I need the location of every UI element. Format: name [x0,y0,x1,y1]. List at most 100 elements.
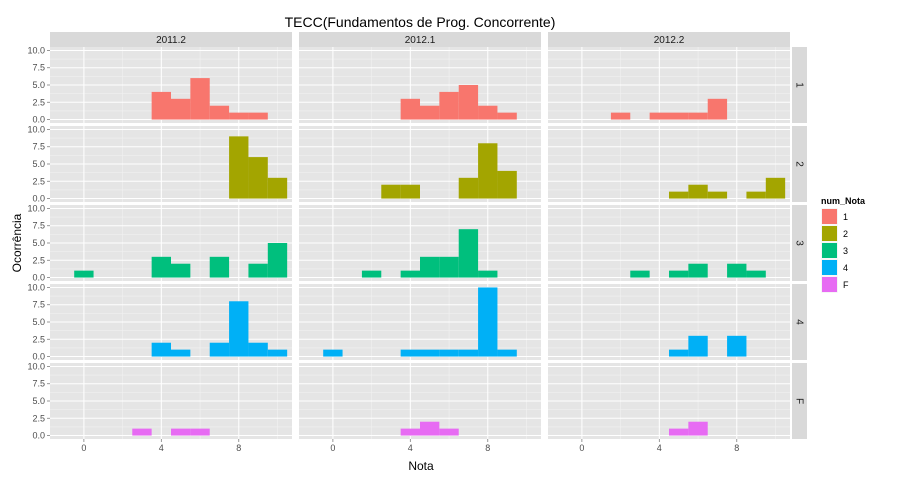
panel-4-2011.2 [50,284,292,360]
panel-grid: 2011.2 2012.1 2012.21234F0.02.55.07.510.00… [27,32,807,441]
column-strip-label: 2012.2 [654,35,685,46]
column-strip-2011.2: 2011.2 [50,32,292,47]
y-tick-label: 2.5 [32,176,45,186]
histogram-bar [458,85,479,120]
histogram-bar [151,91,171,120]
histogram-bar [171,349,191,357]
histogram-bar [400,98,420,120]
histogram-bar [458,229,479,278]
histogram-bar [669,191,689,199]
legend-label: F [843,280,849,290]
histogram-bar [323,349,343,357]
histogram-bar [229,112,249,120]
legend-swatch [822,226,837,241]
histogram-bar [688,112,708,120]
y-axis-row-3: 0.0 2.5 5.0 7.5 10.0 [27,203,50,283]
panel-3-2012.2 [548,205,790,281]
histogram-bar [209,342,230,357]
histogram-bar [727,263,747,278]
histogram-bar [630,270,650,278]
y-axis-row-F: 0.0 2.5 5.0 7.5 10.0 [27,361,50,441]
histogram-bar [209,105,230,120]
histogram-bar [400,428,420,436]
row-strip-bg [792,284,807,360]
histogram-bar [248,263,268,278]
legend-item-2: 2 [820,224,848,243]
panel-2-2012.2 [548,126,790,202]
column-strip-bg [548,32,790,47]
histogram-bar [669,270,689,278]
histogram-bar [171,263,191,278]
row-strip-2: 2 [792,126,807,202]
histogram-bar [478,287,498,357]
histogram-bar [707,191,728,199]
row-strip-1: 1 [792,47,807,123]
x-tick-label: 8 [734,443,739,453]
column-strip-label: 2012.1 [405,35,436,46]
histogram-bar [610,112,631,120]
histogram-bar [248,112,268,120]
row-strip-3: 3 [792,205,807,281]
histogram-bar [381,184,401,199]
legend-item-1: 1 [820,207,848,226]
panel-F-2012.2 [548,363,790,439]
chart-title: TECC(Fundamentos de Prog. Concorrente) [285,14,556,30]
panel-1-2011.2 [50,47,292,123]
legend-label: 3 [843,246,848,256]
row-strip-bg [792,363,807,439]
histogram-bar [400,349,420,357]
y-tick-label: 2.5 [32,334,45,344]
histogram-bar [439,428,459,436]
histogram-bar [439,91,459,120]
y-tick-label: 5.0 [32,396,45,406]
y-tick-label: 2.5 [32,97,45,107]
y-tick-label: 7.5 [32,142,45,152]
y-tick-label: 5.0 [32,80,45,90]
legend-swatch [822,260,837,275]
histogram-bar [190,428,210,436]
y-tick-label: 5.0 [32,238,45,248]
histogram-bar [669,349,689,357]
histogram-bar [132,428,152,436]
histogram-bar [74,270,94,278]
histogram-bar [688,421,708,436]
histogram-bar [248,342,268,357]
column-strip-bg [50,32,292,47]
y-tick-label: 0.0 [32,194,45,204]
x-tick-label: 4 [657,443,662,453]
histogram-bar [400,184,420,199]
y-tick-label: 0.0 [32,115,45,125]
row-strip-F: F [792,363,807,439]
column-strip-bg [299,32,541,47]
panel-3-2011.2 [50,205,292,281]
histogram-bar [267,243,288,278]
histogram-bar [707,98,728,120]
histogram-bar [400,270,420,278]
histogram-bar [497,170,517,199]
x-tick-label: 0 [330,443,335,453]
histogram-bar [458,177,479,199]
histogram-bar [746,191,766,199]
histogram-bar [439,256,459,278]
row-strip-bg [792,205,807,281]
histogram-bar [267,349,288,357]
panel-3-2012.1 [299,205,541,281]
row-strip-label: 4 [794,319,805,325]
row-strip-label: 2 [794,161,805,167]
histogram-bar [497,349,517,357]
legend-label: 4 [843,263,848,273]
x-tick-label: 8 [485,443,490,453]
y-tick-label: 7.5 [32,379,45,389]
histogram-bar [765,177,786,199]
y-tick-label: 5.0 [32,159,45,169]
histogram-bar [151,256,171,278]
row-strip-label: F [794,398,805,404]
y-tick-label: 10.0 [27,361,45,371]
histogram-bar [171,98,191,120]
panel-4-2012.2 [548,284,790,360]
legend-label: 2 [843,229,848,239]
histogram-bar [497,112,517,120]
histogram-bar [478,105,498,120]
histogram-bar [727,335,747,357]
